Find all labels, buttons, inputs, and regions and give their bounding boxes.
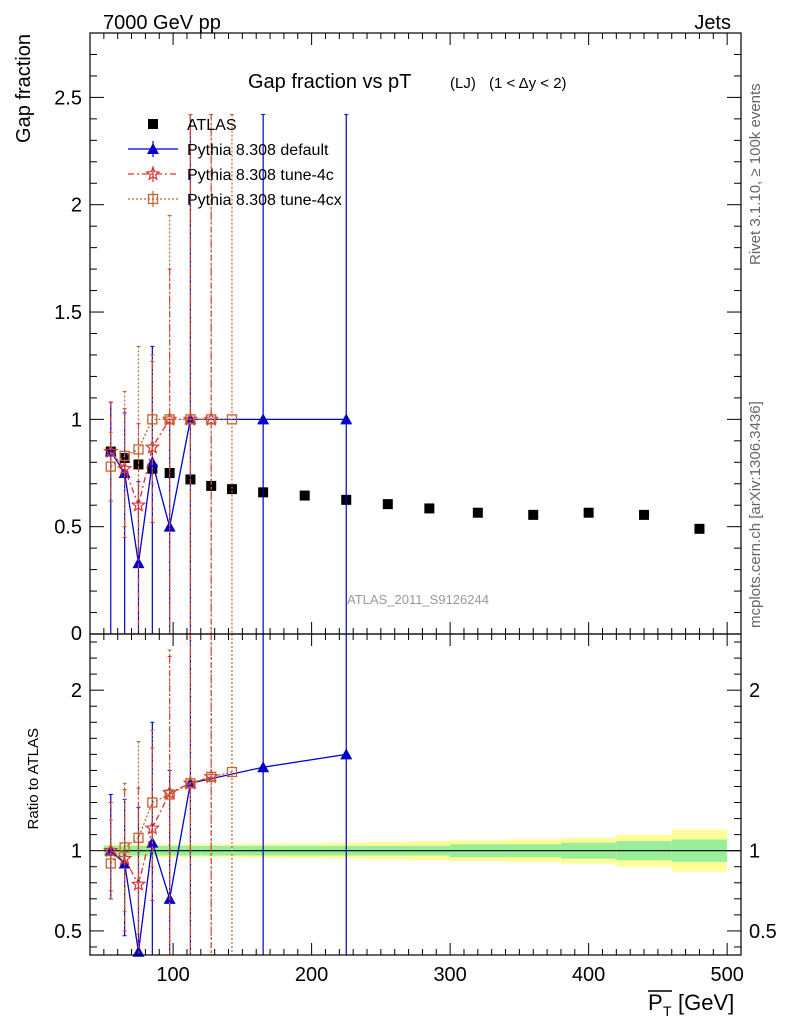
main-data-point [583, 507, 594, 518]
main-data-point [639, 509, 650, 520]
legend-marker [145, 165, 161, 181]
x-tick-label: 400 [572, 964, 605, 986]
legend-marker [147, 143, 159, 154]
title-main: Gap fraction vs pT [248, 71, 411, 93]
main-series-line-1 [110, 418, 347, 564]
x-tick-label: 200 [295, 964, 328, 986]
ratio-y-tick-label: 1 [71, 841, 82, 863]
y-tick-label: 0.5 [54, 517, 82, 539]
x-axis-label-sub: T [663, 1003, 672, 1019]
x-tick-label: 500 [710, 964, 743, 986]
legend-label: Pythia 8.308 default [187, 142, 329, 159]
ratio-panel: 100 200 300 400 500 0.5 0.5 1 1 2 2 Ratio to ATLAS… [25, 633, 777, 1019]
main-data-point [144, 439, 161, 454]
main-data-point [226, 414, 238, 425]
ratio-y-axis-label: Ratio to ATLAS [25, 728, 42, 829]
legend: ATLAS Pythia 8.308 default Pythia 8.308 tu… [128, 117, 342, 209]
main-data-point [105, 461, 116, 472]
mcplots-label: mcplots.cern.ch [arXiv:1306.3436] [747, 401, 764, 628]
main-data-point [132, 557, 145, 569]
ratio-data-point [105, 858, 116, 869]
legend-item-0: ATLAS [148, 117, 237, 134]
x-axis-label: P T [GeV] [648, 990, 734, 1019]
ratio-data-point [133, 832, 144, 843]
ratio-y-tick-label-right: 2 [749, 680, 760, 702]
main-data-point [226, 484, 237, 495]
main-series-3 [105, 114, 238, 634]
main-data-point [185, 414, 196, 425]
main-data-point [206, 414, 217, 425]
main-data-point [382, 499, 393, 510]
main-data-point [164, 414, 175, 425]
x-tick-label: 300 [433, 964, 466, 986]
title-condition: (1 < Δy < 2) [489, 75, 567, 92]
legend-label: ATLAS [187, 117, 237, 134]
y-tick-label: 2 [71, 195, 82, 217]
x-axis-label-main: P [648, 990, 663, 1015]
ratio-data-point [340, 748, 353, 760]
ratio-frame [89, 633, 742, 956]
ratio-series-2 [105, 634, 238, 955]
ratio-data-point [206, 771, 217, 782]
main-data-point [103, 443, 119, 459]
main-series-line-3 [110, 418, 232, 468]
main-title: Gap fraction vs pT (LJ) (1 < Δy < 2) [248, 71, 567, 93]
main-data-point [133, 444, 144, 455]
ratio-data-point [116, 850, 133, 866]
ratio-y-tick-label-right: 1 [749, 841, 760, 863]
ratio-data-point [147, 797, 158, 808]
main-data-point [340, 413, 353, 425]
ratio-series-line-0 [110, 753, 347, 952]
header-left: 7000 GeV pp [103, 12, 221, 34]
y-tick-label: 2.5 [54, 87, 82, 109]
legend-marker [147, 193, 159, 205]
title-sub: (LJ) [450, 75, 476, 92]
main-data-point [694, 523, 705, 534]
rivet-label: Rivet 3.1.10, ≥ 100k events [747, 83, 764, 265]
x-tick-label: 100 [156, 964, 189, 986]
ratio-data-point [185, 778, 196, 789]
legend-item-1: Pythia 8.308 default [128, 141, 329, 159]
main-data-point [472, 507, 483, 518]
main-data-point [206, 480, 217, 491]
main-data-point [299, 490, 310, 501]
header-right: Jets [694, 12, 731, 34]
ratio-series-0 [104, 634, 353, 957]
main-data-point [424, 503, 435, 514]
main-data-point [257, 413, 270, 425]
main-data-point [133, 459, 144, 470]
ratio-y-tick-label-right: 0.5 [749, 921, 777, 943]
ratio-y-tick-label: 2 [71, 680, 82, 702]
watermark: ATLAS_2011_S9126244 [347, 592, 489, 607]
ratio-y-tick-label: 0.5 [54, 921, 82, 943]
ratio-data-point [257, 761, 270, 773]
y-tick-label: 1.5 [54, 302, 82, 324]
ratio-data-point [119, 842, 130, 853]
main-series-0 [105, 446, 705, 534]
main-y-axis-label: Gap fraction [13, 34, 35, 143]
ratio-data-point [164, 789, 175, 800]
ratio-series-line-2 [110, 771, 233, 864]
legend-item-2: Pythia 8.308 tune-4c [128, 165, 334, 184]
legend-marker [148, 119, 158, 129]
legend-label: Pythia 8.308 tune-4c [187, 167, 334, 184]
legend-item-3: Pythia 8.308 tune-4cx [128, 191, 342, 209]
main-data-point [119, 450, 130, 461]
y-tick-label: 1 [71, 409, 82, 431]
y-tick-label-zero: 0 [71, 623, 82, 645]
ratio-data-point [226, 766, 238, 778]
x-axis-label-unit: [GeV] [678, 990, 734, 1015]
main-panel: ATLAS_2011_S9126244 Gap fraction Gap fra… [13, 32, 742, 645]
main-data-point [147, 414, 158, 425]
ratio-series-1 [103, 634, 219, 955]
legend-label: Pythia 8.308 tune-4cx [187, 192, 342, 209]
main-data-point [528, 509, 539, 520]
